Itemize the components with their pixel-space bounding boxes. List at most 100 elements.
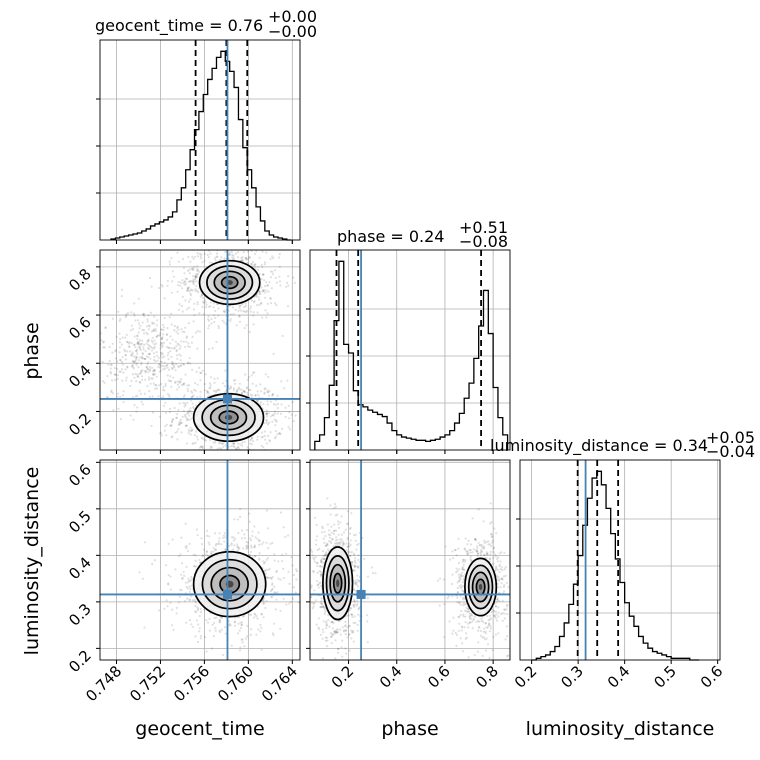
sample-point — [162, 341, 165, 344]
sample-point — [154, 373, 157, 376]
sample-point — [358, 580, 361, 583]
sample-point — [282, 567, 285, 571]
sample-point — [251, 382, 254, 385]
sample-point — [469, 555, 472, 558]
sample-point — [489, 624, 492, 628]
sample-point — [258, 290, 261, 293]
sample-point — [253, 300, 256, 303]
sample-point — [468, 615, 471, 618]
sample-point — [243, 614, 246, 618]
sample-point — [244, 302, 247, 305]
sample-point — [228, 251, 232, 254]
sample-point — [250, 613, 253, 616]
sample-point — [166, 327, 169, 330]
density-fill — [478, 583, 483, 591]
histogram-luminosity-distance — [531, 470, 700, 661]
sample-point — [265, 419, 268, 422]
sample-point — [353, 606, 356, 609]
sample-point — [498, 563, 501, 566]
sample-point — [366, 575, 370, 578]
sample-point — [480, 619, 483, 622]
sample-point — [463, 603, 466, 606]
sample-point — [467, 539, 470, 542]
sample-point — [171, 451, 173, 453]
sample-point — [192, 320, 195, 323]
sample-point — [271, 393, 274, 396]
panel-border-phase-vs-luminosity-distance — [309, 459, 511, 661]
sample-point — [245, 309, 249, 312]
sample-point — [463, 547, 466, 550]
sample-point — [137, 366, 140, 369]
sample-point — [193, 265, 196, 268]
sample-point — [487, 624, 490, 627]
sample-point — [220, 256, 223, 259]
sample-point — [335, 529, 338, 532]
sample-point — [250, 262, 253, 266]
sample-point — [237, 386, 241, 389]
sample-point — [236, 251, 240, 254]
contour-line — [325, 555, 350, 612]
sample-point — [458, 601, 461, 605]
sample-point — [371, 572, 375, 575]
sample-point — [461, 566, 464, 569]
sample-point — [236, 545, 239, 548]
sample-point — [489, 627, 492, 630]
sample-point — [252, 323, 255, 326]
sample-point — [152, 369, 155, 373]
sample-point — [134, 356, 138, 359]
sample-point — [346, 636, 349, 639]
sample-point — [243, 537, 247, 540]
sample-point — [174, 340, 177, 343]
sample-point — [354, 565, 357, 568]
sample-point — [126, 312, 130, 315]
sample-point — [142, 312, 145, 316]
sample-point — [164, 367, 167, 370]
sample-point — [310, 596, 312, 599]
sample-point — [196, 329, 199, 332]
sample-point — [160, 341, 163, 344]
sample-point — [232, 444, 235, 448]
sample-point — [246, 544, 249, 547]
sample-point — [221, 536, 225, 539]
sample-point — [151, 341, 154, 344]
sample-point — [285, 603, 288, 606]
sample-point — [118, 346, 122, 349]
sample-point — [246, 635, 249, 638]
sample-point — [126, 365, 129, 368]
sample-point — [335, 542, 338, 545]
sample-point — [146, 346, 149, 350]
sample-point — [169, 379, 172, 382]
sample-point — [201, 305, 204, 309]
sample-point — [190, 267, 193, 270]
sample-point — [179, 378, 183, 381]
sample-point — [256, 435, 259, 438]
sample-point — [187, 287, 190, 290]
sample-point — [337, 533, 340, 536]
sample-point — [275, 570, 278, 574]
sample-point — [267, 391, 270, 394]
sample-point — [490, 545, 493, 548]
sample-point — [353, 600, 356, 603]
sample-point — [150, 330, 153, 333]
sample-point — [238, 388, 241, 391]
sample-point — [170, 355, 173, 358]
sample-point — [152, 373, 155, 376]
sample-point — [126, 340, 129, 343]
sample-point — [151, 366, 154, 370]
sample-point — [260, 301, 263, 305]
sample-point — [181, 287, 184, 290]
sample-point — [269, 431, 272, 434]
sample-point — [167, 351, 170, 354]
sample-point — [179, 284, 182, 287]
sample-point — [209, 305, 212, 308]
sample-point — [197, 607, 200, 610]
sample-point — [487, 622, 491, 625]
sample-point — [265, 421, 268, 425]
sample-point — [503, 551, 506, 554]
sample-point — [292, 276, 295, 279]
sample-point — [178, 380, 181, 383]
sample-point — [152, 382, 155, 385]
sample-point — [141, 352, 144, 355]
sample-point — [233, 544, 236, 547]
sample-point — [370, 566, 373, 569]
